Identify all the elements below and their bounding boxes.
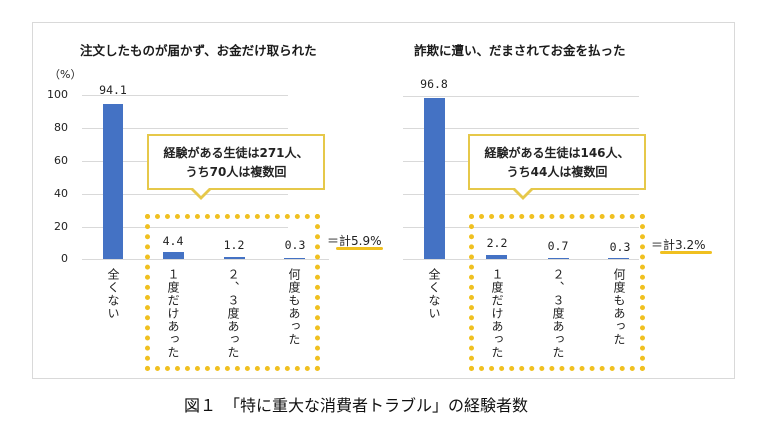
x-axis-baseline: [403, 259, 639, 260]
figure-caption: 図１ 「特に重大な消費者トラブル」の経験者数: [184, 396, 529, 415]
y-tick: 100: [47, 88, 68, 101]
y-tick: 20: [54, 220, 68, 233]
total-underline: [336, 247, 383, 250]
bar-two-three: [548, 258, 569, 259]
bar-many: [284, 258, 305, 259]
gridline: [403, 96, 639, 97]
chart-title: 注文したものが届かず、お金だけ取られた: [80, 43, 317, 58]
total-label: ＝計5.9%: [327, 234, 382, 248]
gridline: [82, 95, 288, 96]
chart-title: 詐欺に遭い、だまされてお金を払った: [414, 43, 626, 58]
callout-bubble: 経験がある生徒は146人、 うち44人は複数回: [468, 134, 646, 190]
value-label: 96.8: [420, 77, 448, 91]
value-label: 4.4: [162, 234, 184, 248]
gridline: [82, 194, 288, 195]
bar-once: [163, 252, 184, 259]
bar-never: [103, 104, 123, 259]
category-label: 何度もあった: [612, 268, 626, 346]
gridline: [82, 128, 288, 129]
total-underline: [660, 251, 712, 254]
y-tick: 60: [54, 154, 68, 167]
bar-many: [608, 258, 629, 259]
callout-line-2: うち70人は複数回: [185, 165, 287, 179]
category-label: 全くない: [106, 268, 120, 320]
experienced-highlight-box: [145, 214, 320, 371]
category-label: 全くない: [427, 268, 441, 320]
callout-line-1: 経験がある生徒は271人、: [163, 146, 309, 160]
callout-line-2: うち44人は複数回: [506, 165, 608, 179]
value-label: 0.3: [284, 238, 306, 252]
x-axis-baseline: [82, 259, 329, 260]
callout-tail-inner: [193, 188, 209, 196]
experienced-highlight-box: [469, 214, 645, 371]
y-tick: 0: [61, 252, 68, 265]
y-tick: 40: [54, 187, 68, 200]
value-label: 1.2: [223, 238, 245, 252]
value-label: 0.3: [609, 240, 631, 254]
gridline: [82, 227, 288, 228]
callout-bubble: 経験がある生徒は271人、 うち70人は複数回: [147, 134, 325, 190]
value-label: 94.1: [99, 83, 127, 97]
category-label: ２、３度あった: [226, 268, 240, 359]
callout-tail-inner: [515, 188, 531, 196]
y-tick: 80: [54, 121, 68, 134]
y-axis-unit: （%）: [49, 68, 82, 81]
category-label: １度だけあった: [166, 268, 180, 359]
bar-never: [424, 98, 445, 259]
category-label: ２、３度あった: [551, 268, 565, 359]
category-label: １度だけあった: [490, 268, 504, 359]
total-label: ＝計3.2%: [651, 238, 706, 252]
callout-line-1: 経験がある生徒は146人、: [484, 146, 630, 160]
value-label: 2.2: [486, 236, 508, 250]
gridline: [403, 128, 639, 129]
bar-two-three: [224, 257, 245, 259]
category-label: 何度もあった: [287, 268, 301, 346]
value-label: 0.7: [547, 239, 569, 253]
gridline: [403, 227, 639, 228]
bar-once: [486, 255, 507, 259]
